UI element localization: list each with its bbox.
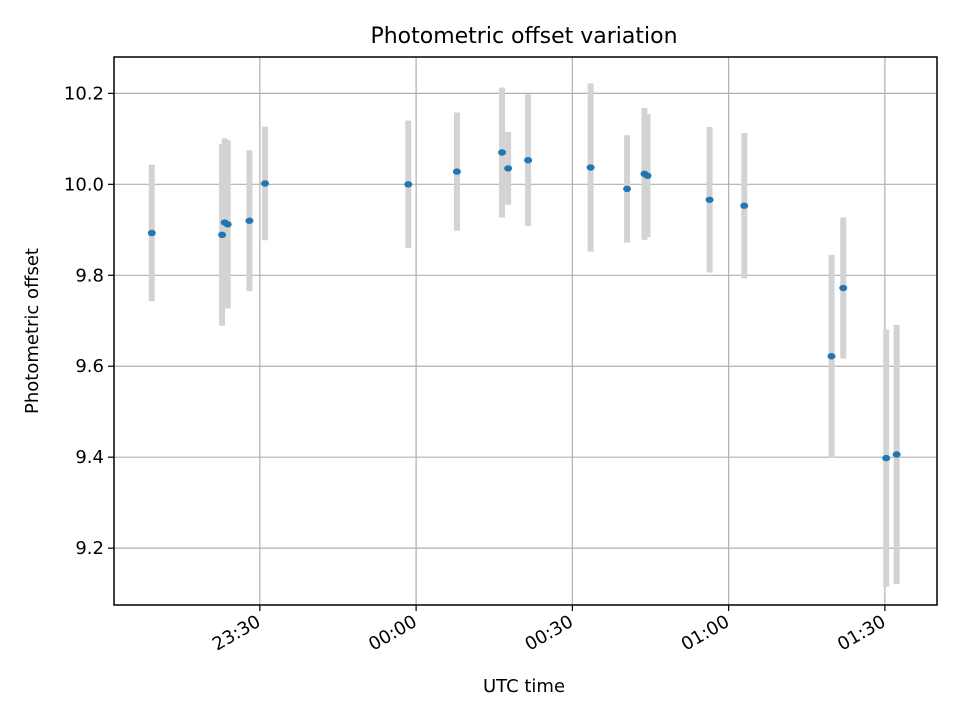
data-point — [705, 196, 714, 203]
data-point — [586, 164, 595, 171]
error-bars — [148, 83, 900, 587]
x-axis-label: UTC time — [483, 676, 565, 697]
plot-frame — [113, 56, 938, 606]
data-point — [498, 149, 507, 156]
x-tick-label: 23:30 — [209, 611, 264, 655]
x-axis-ticks: 23:30 00:00 00:30 01:00 01:30 — [209, 605, 889, 655]
data-point — [245, 217, 254, 224]
y-tick-label: 10.2 — [64, 83, 104, 104]
data-point — [524, 157, 533, 164]
x-tick-label: 00:00 — [365, 611, 420, 655]
data-point — [218, 231, 227, 239]
data-point — [261, 180, 270, 187]
data-points — [147, 149, 901, 462]
y-tick-label: 9.6 — [75, 356, 104, 377]
y-axis-ticks: 9.2 9.4 9.6 9.8 10.0 10.2 — [64, 83, 114, 559]
y-tick-label: 9.8 — [75, 265, 104, 286]
data-point — [643, 172, 652, 179]
data-point — [623, 185, 632, 193]
data-point — [827, 353, 836, 360]
data-point — [740, 202, 749, 209]
data-point — [404, 181, 413, 188]
y-tick-label: 9.4 — [75, 447, 104, 468]
data-point — [882, 454, 891, 462]
x-tick-label: 01:00 — [678, 611, 733, 655]
y-tick-label: 9.2 — [75, 538, 104, 559]
y-tick-label: 10.0 — [64, 174, 104, 195]
chart-title: Photometric offset variation — [370, 24, 677, 49]
x-tick-label: 01:30 — [834, 611, 889, 655]
data-point — [223, 221, 232, 228]
data-point — [892, 451, 901, 458]
data-point — [147, 229, 156, 237]
data-point — [839, 284, 848, 292]
data-point — [504, 165, 513, 172]
x-tick-label: 00:30 — [521, 611, 576, 655]
y-axis-label: Photometric offset — [22, 248, 43, 414]
data-point — [452, 168, 461, 175]
